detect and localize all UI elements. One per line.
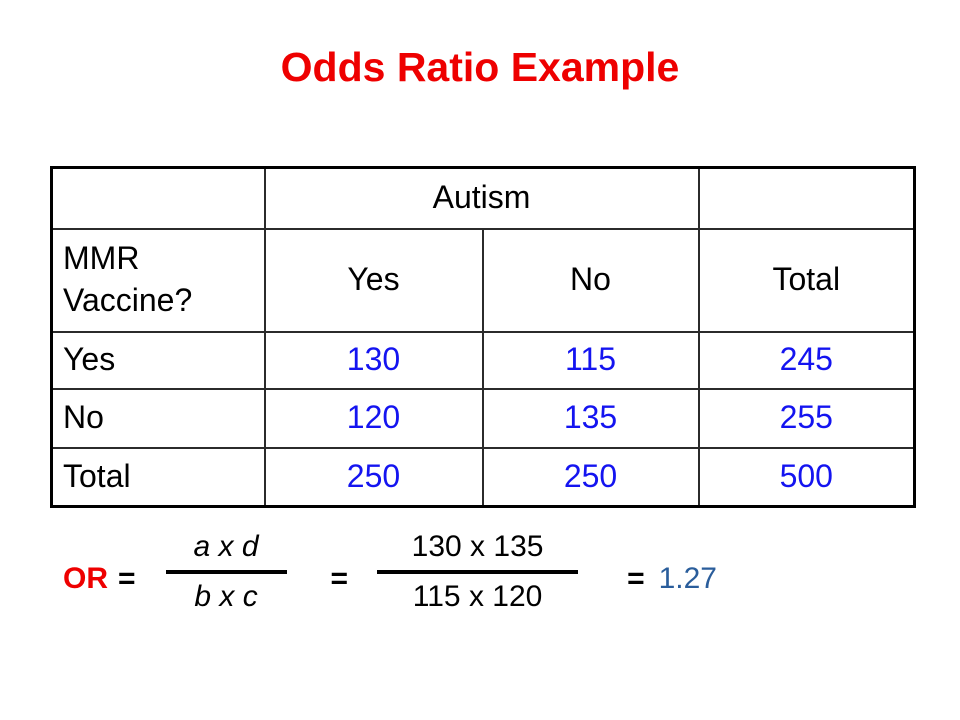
row-label-total: Total: [50, 446, 266, 508]
table-row-total: Total 250 250 500: [50, 446, 916, 508]
value-total-autism-no: 250: [481, 446, 700, 508]
col-header-no-cell: No: [481, 227, 700, 333]
equals-sign-2: =: [330, 562, 349, 595]
value-no-autism-no: 135: [481, 387, 700, 449]
table-row-column-headers: MMR Vaccine? Yes No Total: [50, 227, 916, 333]
value-total-autism-yes: 250: [263, 446, 484, 508]
contingency-table: Autism MMR Vaccine? Yes No Total Yes 130…: [50, 166, 917, 508]
value-grand-total: 500: [697, 446, 916, 508]
symbolic-fraction: a x d b x c: [165, 529, 287, 615]
table-row-yes: Yes 130 115 245: [50, 330, 916, 390]
corner-empty-cell: [50, 166, 266, 230]
or-label: OR: [63, 562, 108, 595]
col-header-total-cell: Total: [697, 227, 916, 333]
symbolic-numerator: a x d: [193, 530, 259, 563]
slide-title: Odds Ratio Example: [280, 44, 680, 90]
value-yes-autism-yes: 130: [263, 330, 484, 390]
row-label-no: No: [50, 387, 266, 449]
odds-ratio-formula: OR = a x d b x c = 130 x 135 115 x 120 =…: [63, 529, 717, 615]
fraction-bar: [165, 570, 287, 574]
odds-ratio-result: 1.27: [658, 562, 717, 595]
fraction-bar: [377, 570, 579, 574]
table-row-autism-header: Autism: [50, 166, 916, 230]
value-no-total: 255: [697, 387, 916, 449]
top-right-empty-cell: [697, 166, 916, 230]
equals-sign-3: =: [627, 562, 645, 595]
or-equals-group: OR =: [63, 561, 136, 597]
col-header-yes-cell: Yes: [263, 227, 484, 333]
autism-header-cell: Autism: [263, 166, 700, 230]
value-yes-total: 245: [697, 330, 916, 390]
equals-sign-1: =: [118, 562, 136, 595]
numeric-denominator: 115 x 120: [412, 580, 543, 613]
row-label-yes: Yes: [50, 330, 266, 390]
numeric-numerator: 130 x 135: [411, 530, 544, 563]
value-yes-autism-no: 115: [481, 330, 700, 390]
numeric-fraction: 130 x 135 115 x 120: [377, 529, 579, 615]
table-row-no: No 120 135 255: [50, 387, 916, 449]
symbolic-denominator: b x c: [194, 580, 258, 613]
value-no-autism-yes: 120: [263, 387, 484, 449]
row-header-label-cell: MMR Vaccine?: [50, 227, 266, 333]
